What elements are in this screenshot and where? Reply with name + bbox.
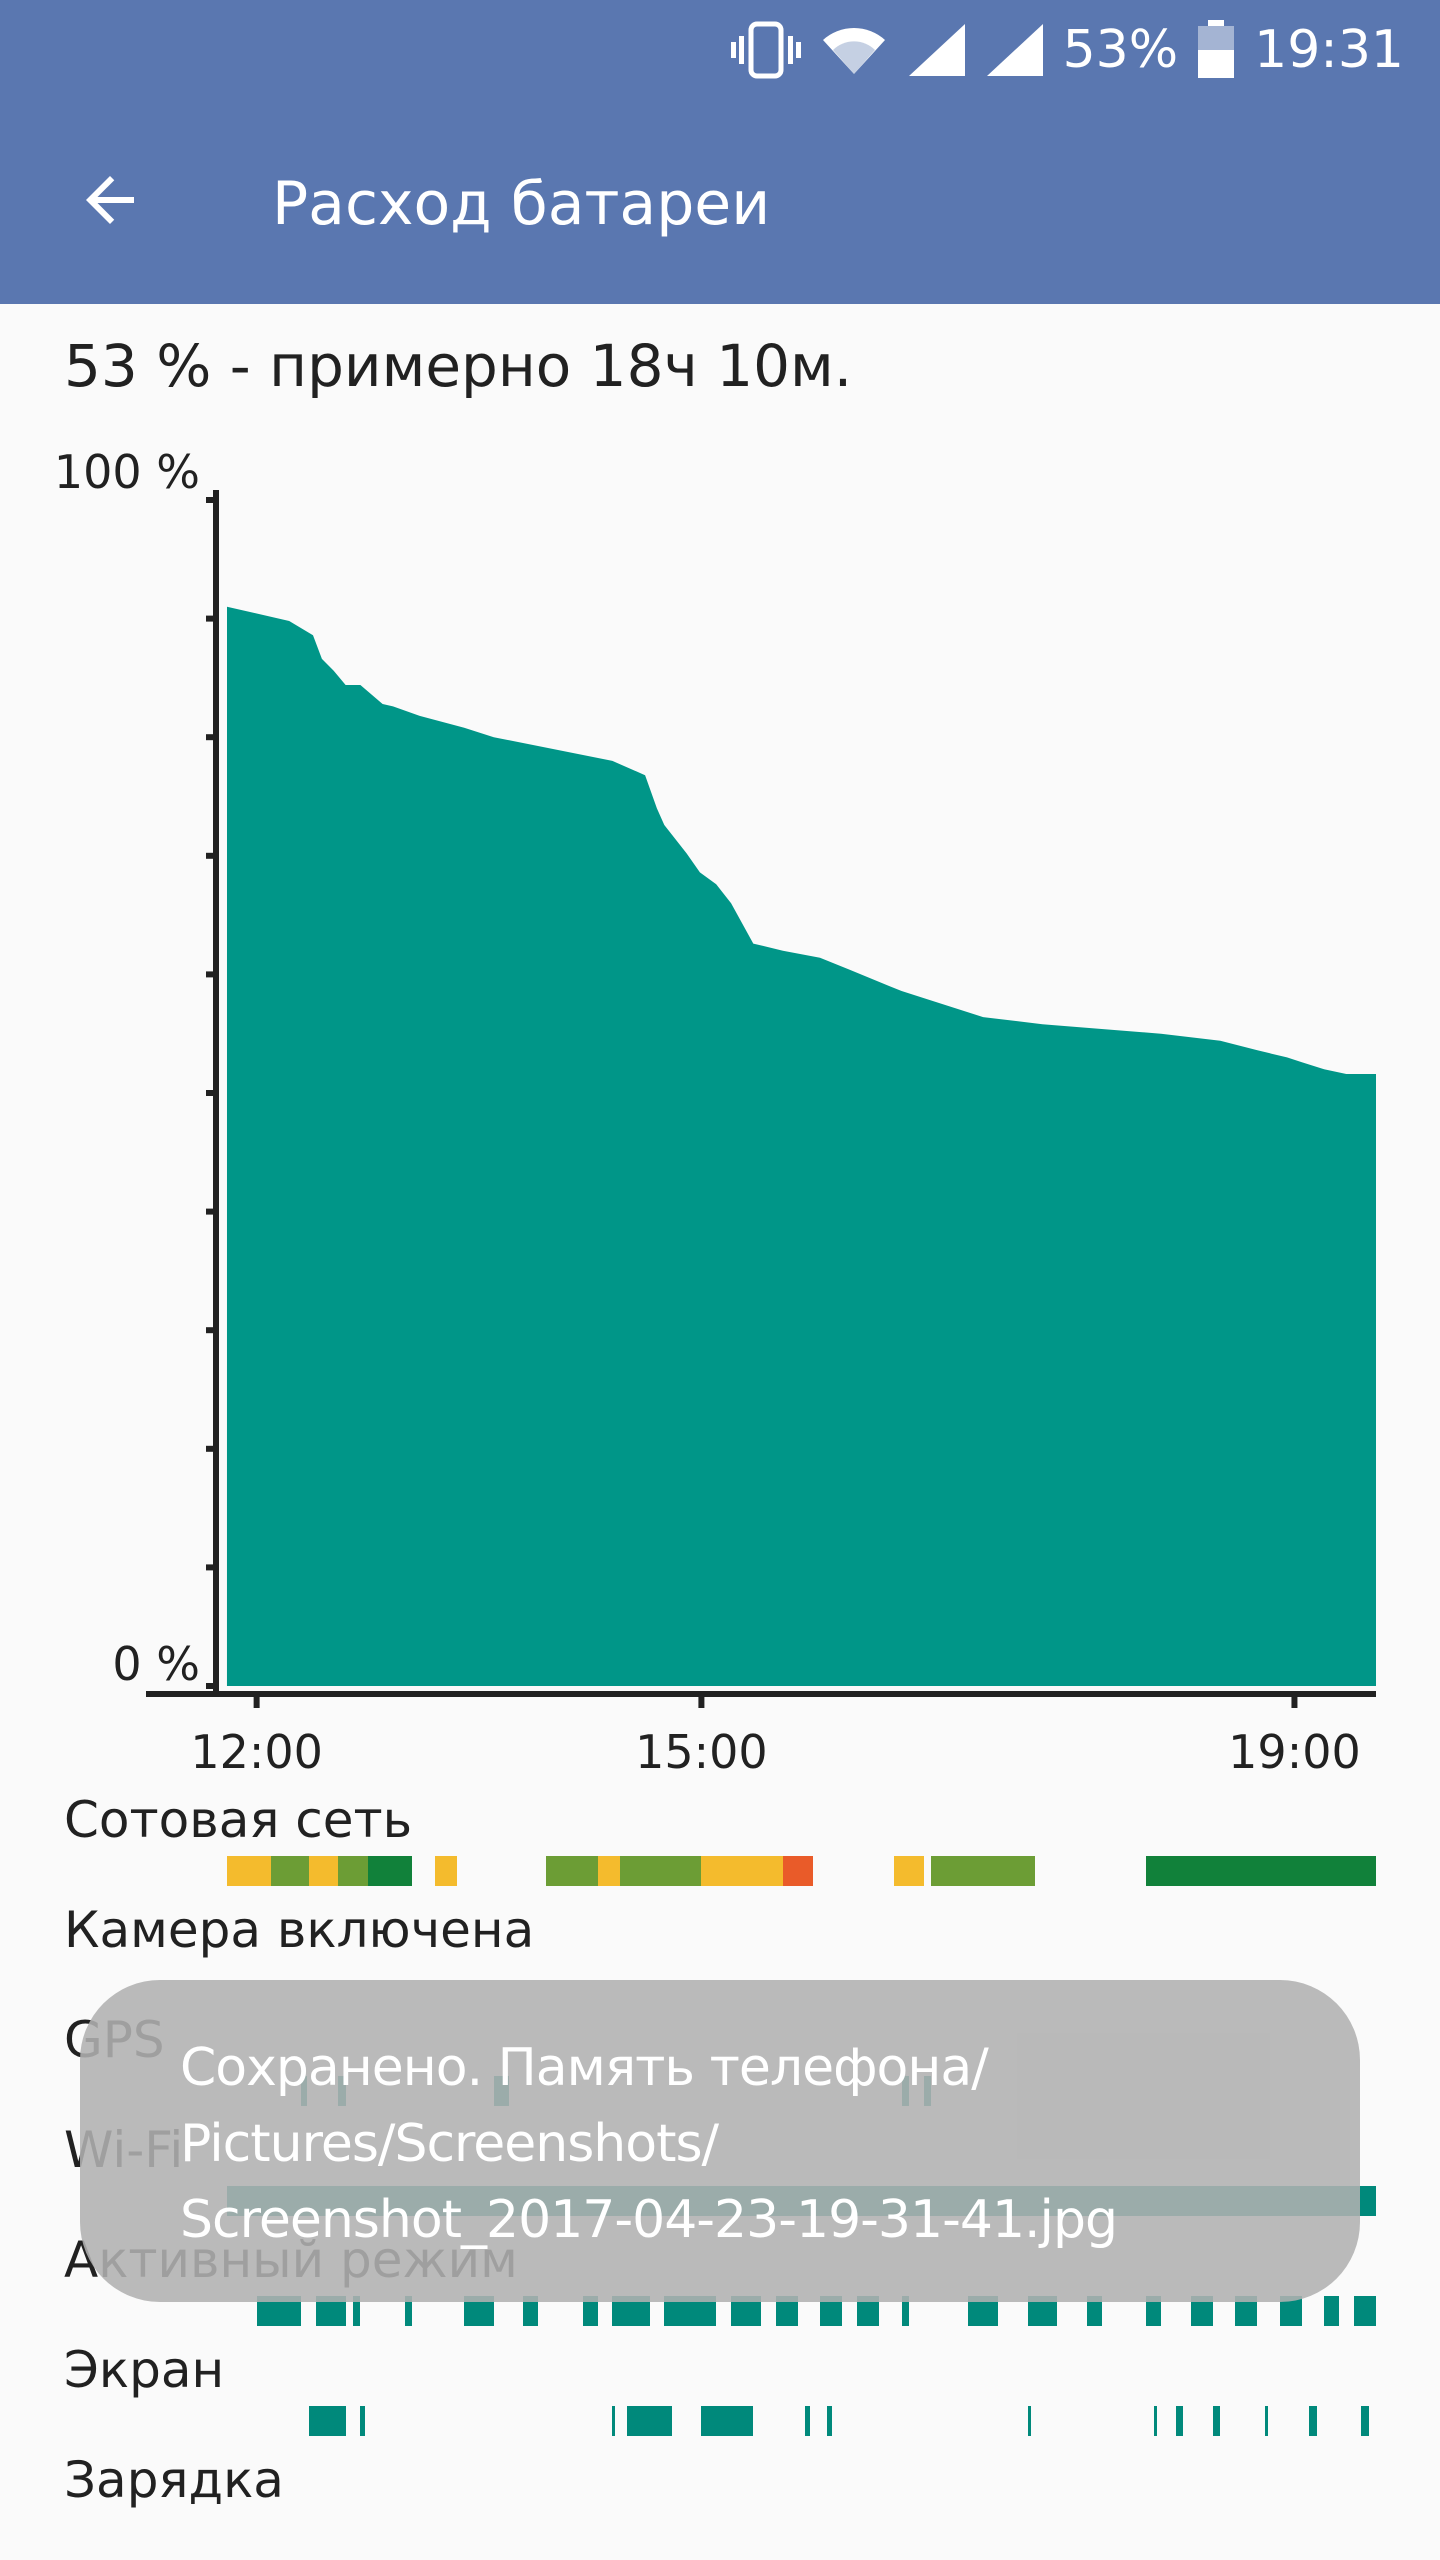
row-strip (224, 2406, 1376, 2436)
wifi-icon (819, 22, 889, 78)
usage-segment (1242, 1856, 1302, 1886)
usage-segment (857, 2296, 880, 2326)
usage-segment (1235, 2296, 1258, 2326)
battery-percent: 53% (1062, 20, 1179, 80)
usage-segment (1212, 2406, 1221, 2436)
x-tick-label: 15:00 (635, 1725, 768, 1770)
status-time: 19:31 (1254, 20, 1404, 80)
battery-chart: 100 % 0 % 12:00 15:00 19:00 (54, 445, 1377, 1770)
usage-segment (820, 2296, 843, 2326)
usage-segment (782, 1856, 813, 1886)
usage-segment (1146, 2296, 1161, 2326)
row-strip (224, 1856, 1376, 1886)
usage-segment (523, 2296, 539, 2326)
usage-segment (1264, 2406, 1268, 2436)
status-icons: 53% 19:31 (730, 18, 1404, 82)
usage-segment (545, 1856, 598, 1886)
x-tick-label: 19:00 (1228, 1725, 1361, 1770)
usage-segment (701, 2406, 754, 2436)
row-label: Камера включена (64, 1901, 535, 1959)
usage-segment (271, 1856, 309, 1886)
y-tick-label: 100 % (54, 445, 200, 499)
usage-segment (619, 1856, 702, 1886)
usage-segment (931, 1856, 1035, 1886)
status-bar: 53% 19:31 (0, 0, 1440, 100)
usage-segment (338, 1856, 368, 1886)
usage-segment (1153, 2406, 1157, 2436)
usage-segment (1086, 2296, 1102, 2326)
battery-level-area (226, 606, 1377, 1687)
vibrate-icon (730, 20, 801, 80)
usage-segment (597, 1856, 620, 1886)
usage-segment (367, 1856, 413, 1886)
usage-segment (775, 2296, 798, 2326)
row-strip (224, 2516, 1376, 2546)
usage-segment (404, 2296, 413, 2326)
usage-segment (1027, 2406, 1031, 2436)
usage-segment (827, 2406, 832, 2436)
signal-icon (907, 22, 967, 78)
usage-segment (1190, 2296, 1213, 2326)
usage-segment (1324, 2296, 1339, 2326)
row-label: Экран (64, 2341, 225, 2399)
usage-segment (805, 2406, 810, 2436)
usage-segment (894, 1856, 924, 1886)
usage-segment (1301, 1856, 1376, 1886)
usage-segment (1309, 2406, 1317, 2436)
usage-segment (1279, 2296, 1302, 2326)
usage-segment (360, 2406, 365, 2436)
usage-segment (1353, 2296, 1376, 2326)
usage-segment (901, 2296, 909, 2326)
usage-segment (226, 1856, 272, 1886)
usage-segment (701, 1856, 783, 1886)
row-label: Сотовая сеть (64, 1791, 413, 1849)
usage-segment (1361, 2406, 1369, 2436)
usage-segment (582, 2296, 598, 2326)
y-tick-label: 0 % (112, 1637, 200, 1691)
usage-segment (612, 2406, 616, 2436)
signal-icon (985, 22, 1045, 78)
usage-segment (308, 1856, 339, 1886)
battery-summary: 53 % - примерно 18ч 10м. (64, 332, 853, 400)
toast (80, 1980, 1360, 2302)
usage-segment (308, 2406, 346, 2436)
app-bar: 53% 19:31 Расход батареи (0, 0, 1440, 304)
usage-segment (627, 2406, 672, 2436)
usage-segment (1175, 2406, 1184, 2436)
x-tick-label: 12:00 (190, 1725, 323, 1770)
row-label: Зарядка (64, 2451, 284, 2509)
toast-message: Сохранено. Память телефона/ Pictures/Scr… (180, 2038, 1118, 2250)
back-button[interactable] (70, 160, 150, 240)
usage-segment (434, 1856, 457, 1886)
arrow-back-icon (86, 176, 134, 224)
usage-segment (352, 2296, 361, 2326)
usage-segment (1146, 1856, 1243, 1886)
page-title: Расход батареи (272, 169, 771, 239)
battery-icon (1196, 20, 1236, 80)
